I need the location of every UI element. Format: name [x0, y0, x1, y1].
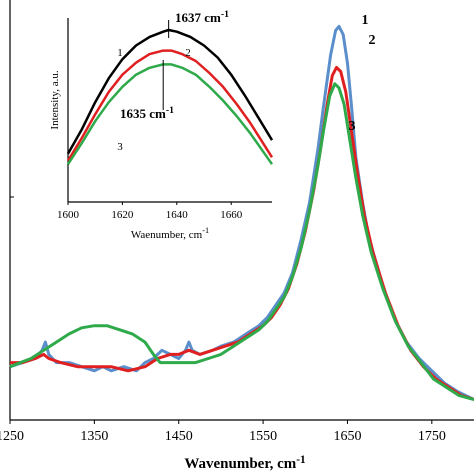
main-x-tick-label: 1550 [249, 429, 277, 444]
main-curve-label-2: 2 [369, 33, 376, 48]
main-x-tick-label: 1350 [80, 429, 108, 444]
inset-peak-label-1635: 1635 cm-1 [120, 105, 174, 121]
inset-x-tick-label: 1640 [166, 209, 189, 221]
inset-x-tick-label: 1660 [220, 209, 243, 221]
main-x-tick-label: 1450 [165, 429, 193, 444]
inset-y-axis-title: Intensity, a.u. [49, 70, 61, 129]
main-x-tick-label: 1650 [333, 429, 361, 444]
inset-curve-label-3: 3 [117, 141, 123, 153]
inset-x-tick-label: 1620 [111, 209, 134, 221]
inset-background [62, 14, 280, 250]
main-series-3-line [9, 82, 474, 401]
inset-peak-label-1637: 1637 cm-1 [175, 9, 229, 25]
inset-plot: 1600 1620 1640 1660 Waenumber, cm-1 Intensity… [49, 9, 274, 241]
inset-x-tick-label: 1600 [57, 209, 80, 221]
inset-curve-label-1: 1 [117, 47, 123, 59]
main-x-tick-label: 1250 [0, 429, 24, 444]
main-x-axis-title: Wavenumber, cm-1 [184, 454, 306, 472]
inset-x-axis-title: Waenumber, cm-1 [131, 226, 209, 241]
main-curve-label-3: 3 [349, 119, 356, 134]
inset-series-2-line [66, 49, 274, 162]
main-x-tick-label: 1750 [418, 429, 446, 444]
inset-curve-label-2: 2 [185, 47, 191, 59]
main-curve-label-1: 1 [362, 13, 369, 28]
inset-series-3-line [66, 63, 274, 165]
